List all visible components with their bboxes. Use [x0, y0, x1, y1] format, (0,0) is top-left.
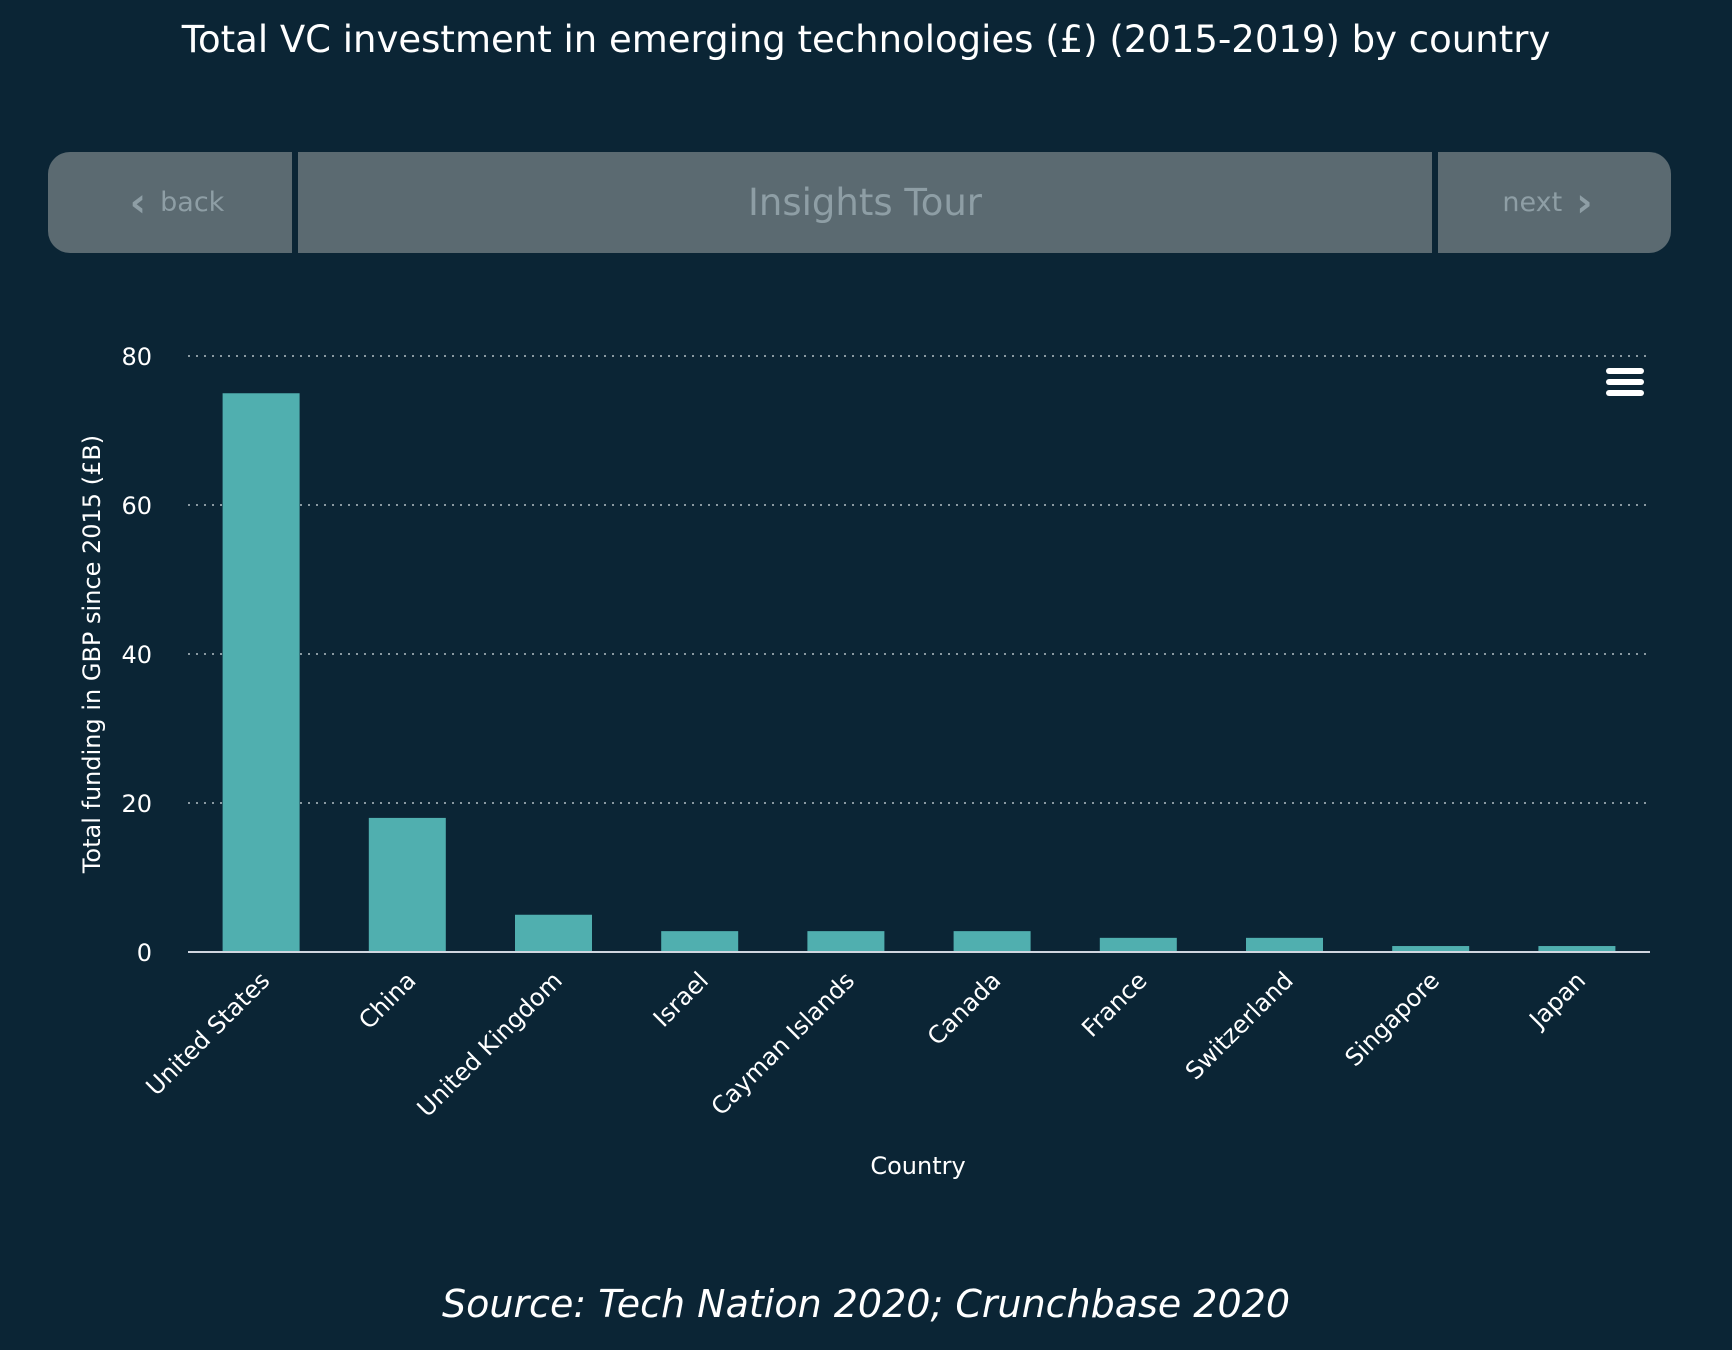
bar[interactable] — [222, 393, 300, 952]
back-button[interactable]: ‹ back — [48, 152, 292, 253]
x-tick-label: France — [1076, 966, 1152, 1042]
y-tick-label: 80 — [121, 343, 152, 371]
next-button[interactable]: next › — [1438, 152, 1671, 253]
x-tick-label: Israel — [648, 966, 714, 1032]
y-axis-title: Total funding in GBP since 2015 (£B) — [78, 435, 106, 874]
chart-title: Total VC investment in emerging technolo… — [181, 18, 1551, 61]
bar[interactable] — [1246, 937, 1323, 952]
x-tick-label: Singapore — [1340, 966, 1445, 1071]
y-tick-label: 20 — [121, 790, 152, 818]
x-tick-label: United Kingdom — [412, 966, 568, 1122]
x-tick-label: Canada — [922, 966, 1006, 1050]
bar[interactable] — [1392, 946, 1470, 952]
y-tick-label: 0 — [137, 939, 152, 967]
chevron-right-icon: › — [1576, 179, 1593, 226]
bar[interactable] — [807, 931, 885, 952]
bar[interactable] — [953, 931, 1031, 952]
x-tick-label: Switzerland — [1180, 966, 1299, 1085]
x-tick-label: Japan — [1523, 966, 1592, 1035]
insights-tour-nav: ‹ back Insights Tour next › — [48, 152, 1671, 253]
bar[interactable] — [1099, 937, 1177, 952]
y-tick-label: 40 — [121, 641, 152, 669]
insights-tour-title[interactable]: Insights Tour — [298, 152, 1432, 253]
x-tick-label: United States — [141, 966, 276, 1101]
back-label: back — [160, 187, 225, 218]
bar[interactable] — [1538, 946, 1616, 952]
source-note: Source: Tech Nation 2020; Crunchbase 202… — [441, 1282, 1291, 1326]
x-tick-label: China — [353, 966, 421, 1034]
hamburger-menu-icon[interactable] — [1606, 368, 1644, 398]
next-label: next — [1502, 187, 1563, 218]
bar[interactable] — [368, 817, 446, 952]
chevron-left-icon: ‹ — [129, 179, 147, 226]
y-tick-label: 60 — [121, 492, 152, 520]
bar[interactable] — [661, 931, 739, 952]
bar[interactable] — [515, 914, 592, 952]
x-tick-label: Cayman Islands — [706, 966, 861, 1121]
x-axis-title: Country — [870, 1152, 965, 1180]
